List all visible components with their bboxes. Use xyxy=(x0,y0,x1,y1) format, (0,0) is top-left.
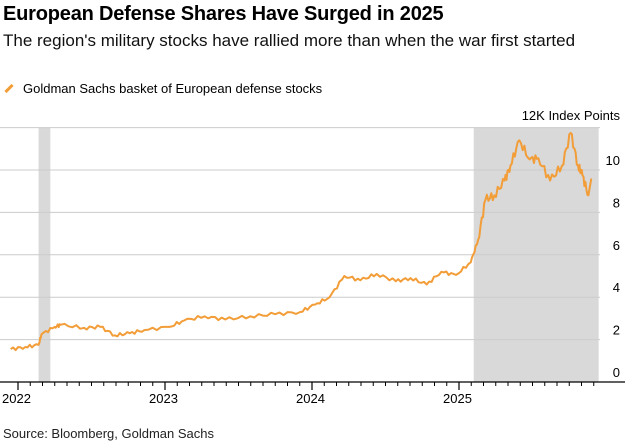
y-tick-label: 8 xyxy=(613,195,620,210)
x-tick-label: 2023 xyxy=(149,391,178,406)
legend: Goldman Sachs basket of European defense… xyxy=(3,81,322,96)
y-tick-label: 6 xyxy=(613,238,620,253)
chart-title: European Defense Shares Have Surged in 2… xyxy=(3,3,444,25)
y-tick-label: 10 xyxy=(606,153,620,168)
legend-label: Goldman Sachs basket of European defense… xyxy=(23,81,323,96)
series-line-defense-basket xyxy=(10,131,593,352)
x-tick-label: 2025 xyxy=(443,391,472,406)
source-note: Source: Bloomberg, Goldman Sachs xyxy=(3,426,214,441)
y-tick-label: 2 xyxy=(613,323,620,338)
chart-subtitle: The region's military stocks have rallie… xyxy=(3,31,576,50)
x-tick-label: 2024 xyxy=(296,391,325,406)
y-tick-label: 4 xyxy=(613,280,620,295)
y-tick-label: 0 xyxy=(613,365,620,380)
x-tick-label: 2022 xyxy=(2,391,31,406)
y-unit-label: 12K Index Points xyxy=(522,108,621,123)
